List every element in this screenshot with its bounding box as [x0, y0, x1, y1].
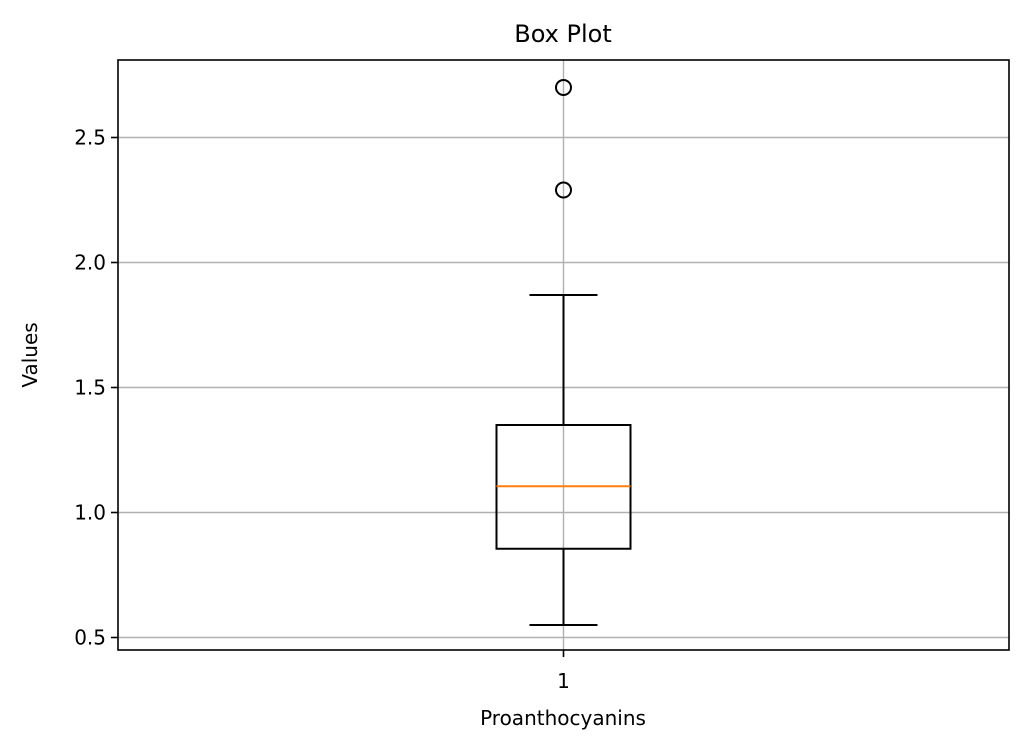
y-tick-label: 1.0 [74, 501, 106, 525]
y-tick-label: 2.5 [74, 126, 106, 150]
x-axis-ticks: 1 [557, 650, 570, 693]
y-axis-ticks: 0.5 1.0 1.5 2.0 2.5 [74, 126, 118, 650]
x-tick-label: 1 [557, 669, 570, 693]
box-plot-series [495, 79, 632, 626]
outlier-point [555, 79, 572, 96]
y-tick-label: 0.5 [74, 626, 106, 650]
y-tick-label: 2.0 [74, 251, 106, 275]
box-1 [495, 79, 632, 626]
x-axis-label: Proanthocyanins [480, 706, 646, 730]
y-axis-label: Values [18, 322, 42, 387]
outlier-point [555, 181, 572, 199]
y-tick-label: 1.5 [74, 376, 106, 400]
chart-title: Box Plot [514, 20, 611, 48]
